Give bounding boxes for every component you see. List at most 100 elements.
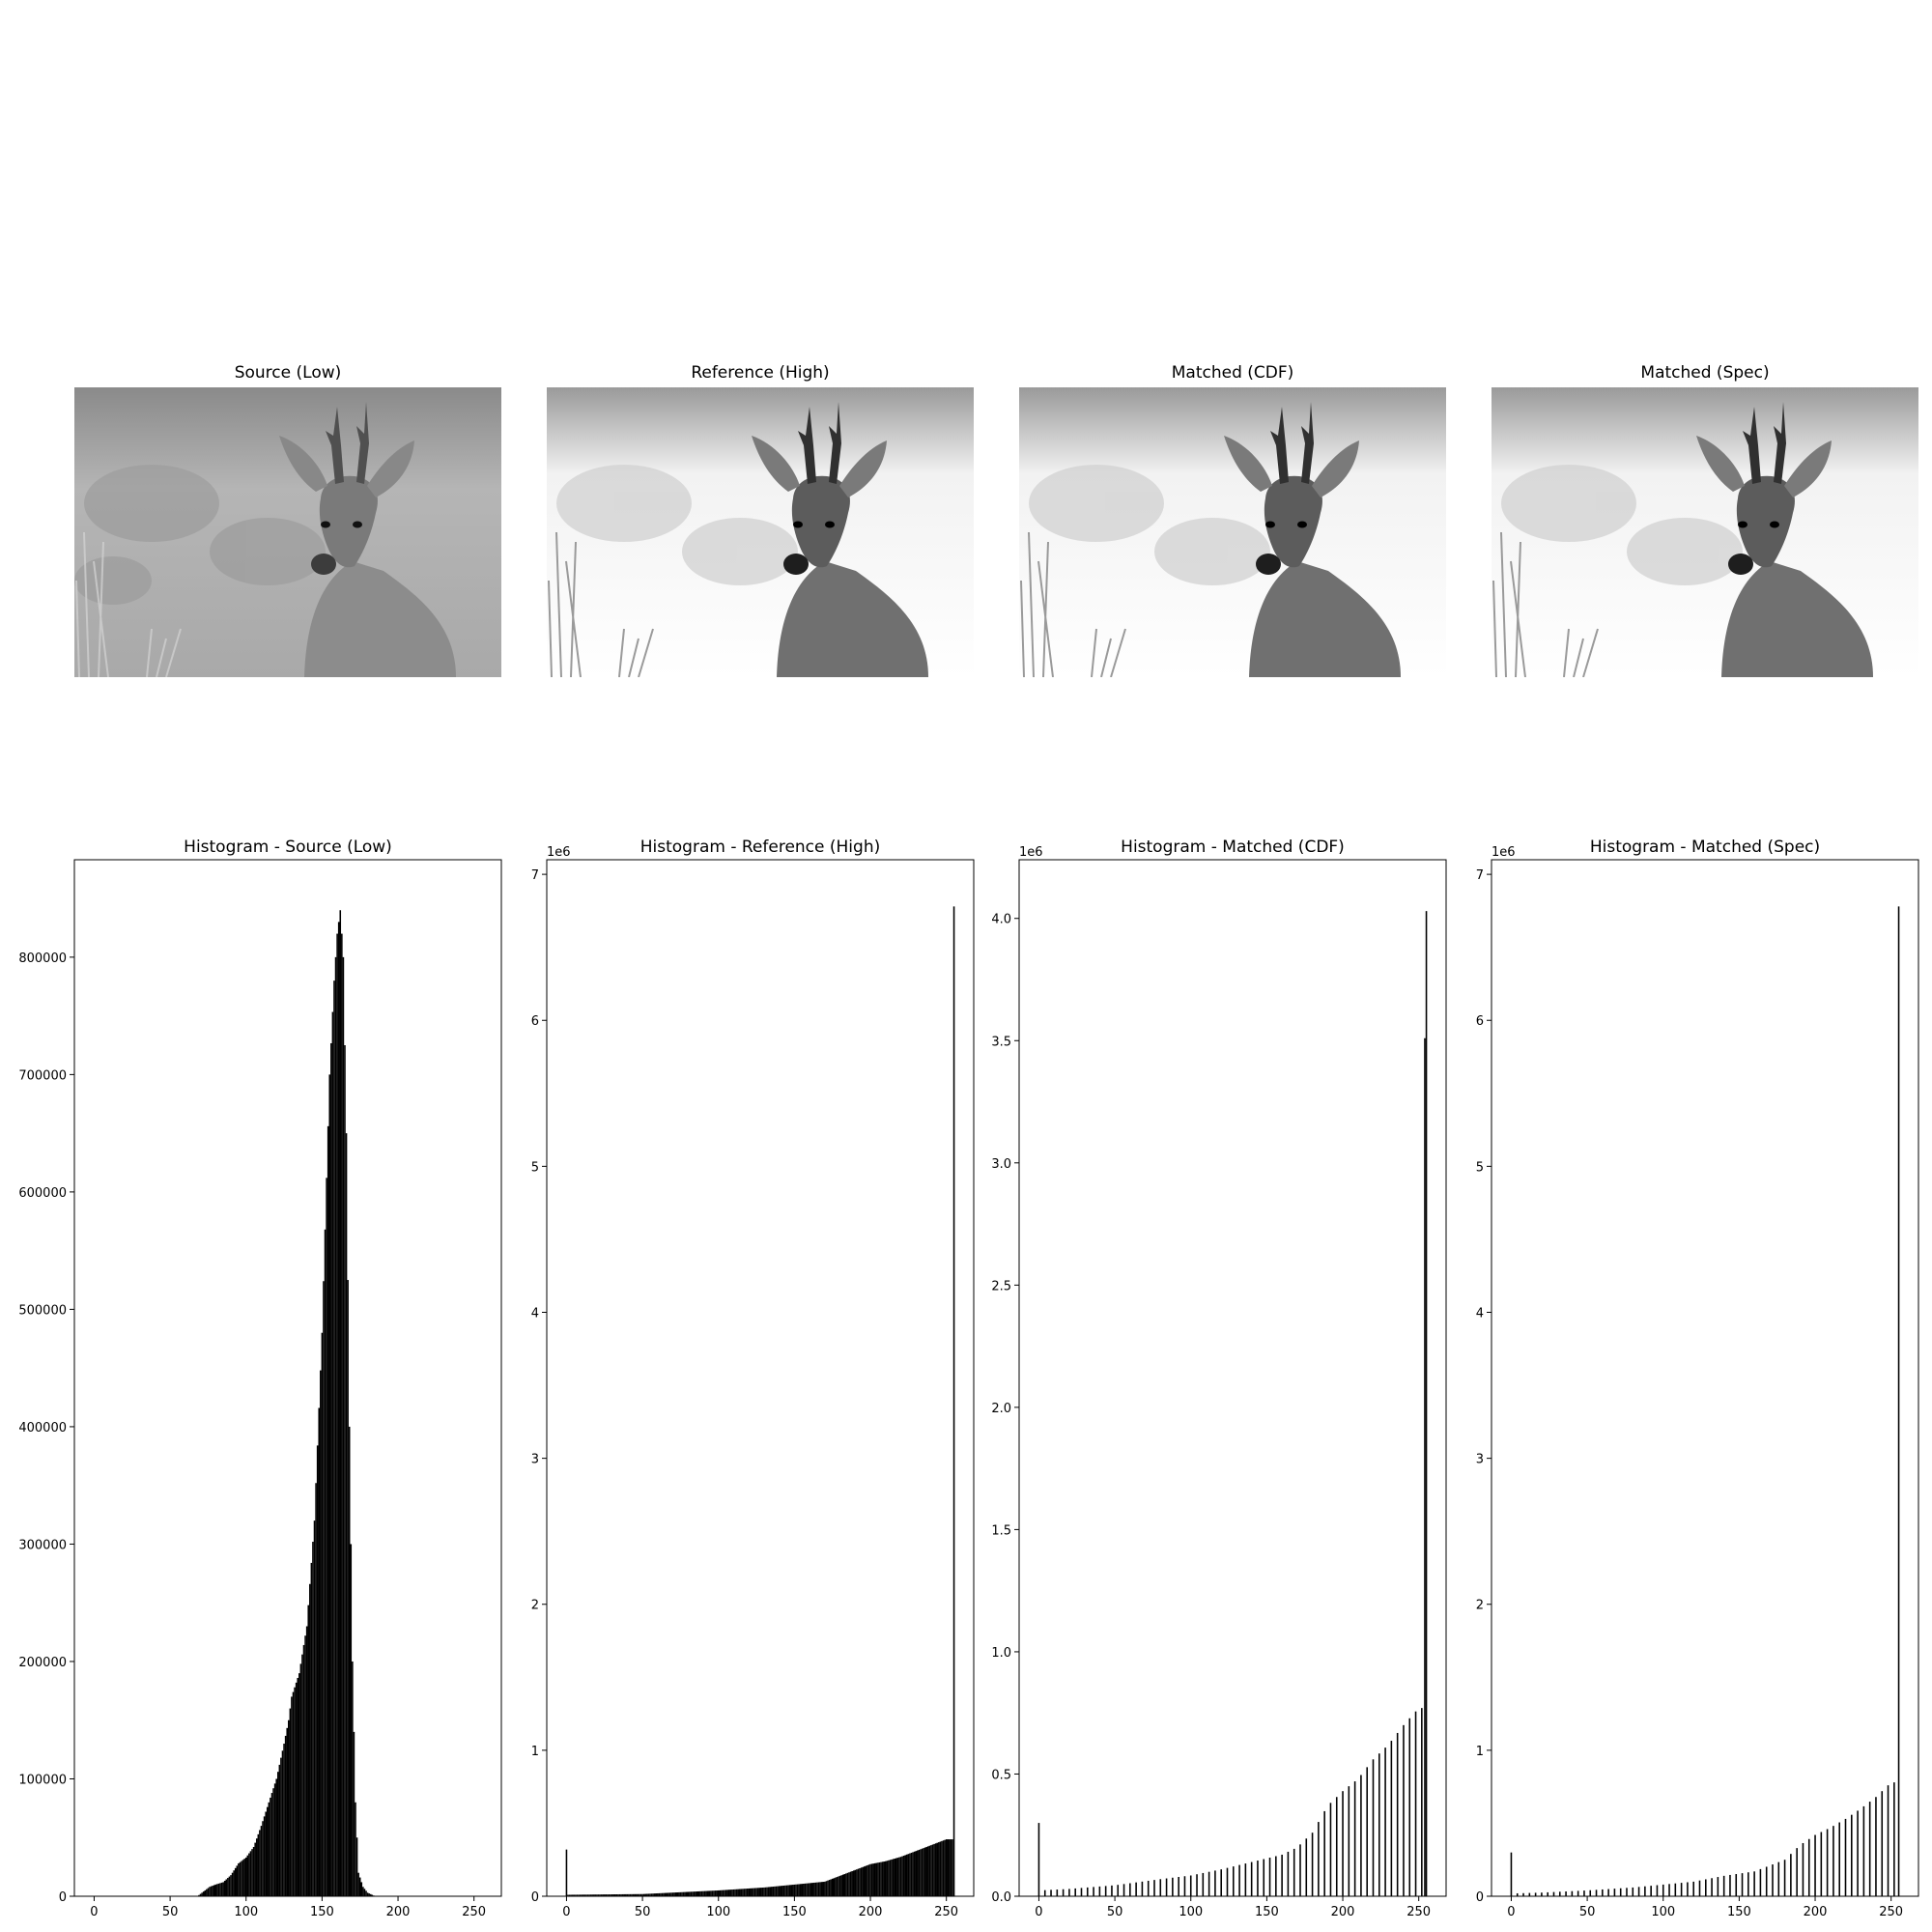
histogram-bar xyxy=(807,1883,810,1896)
histogram-bar xyxy=(790,1885,793,1896)
histogram-bar xyxy=(902,1855,905,1896)
histogram-bar xyxy=(246,1855,249,1896)
histogram-bar xyxy=(671,1892,674,1896)
histogram-bar xyxy=(320,1370,322,1896)
histogram-bar xyxy=(695,1891,696,1896)
histogram-bar xyxy=(328,1074,331,1896)
histogram-bar xyxy=(1565,1891,1567,1896)
histogram-bar xyxy=(816,1882,818,1896)
histogram-bar xyxy=(608,1894,611,1896)
histogram-bar xyxy=(1403,1724,1405,1896)
histogram-bar xyxy=(1717,1877,1719,1896)
histogram-bar xyxy=(706,1890,709,1896)
histogram-bar xyxy=(820,1882,823,1896)
histogram-bar xyxy=(692,1891,694,1896)
histogram-bar xyxy=(1644,1886,1646,1896)
histogram-bar xyxy=(225,1879,228,1896)
histogram-bar xyxy=(283,1744,285,1896)
histogram-bar xyxy=(872,1863,874,1896)
histogram-bar xyxy=(1613,1889,1616,1896)
histogram-bar xyxy=(1735,1874,1738,1896)
histogram-bar xyxy=(369,1893,372,1896)
histogram-bar xyxy=(1759,1868,1762,1896)
histogram-bar xyxy=(803,1884,805,1896)
histogram-bar xyxy=(347,1280,349,1896)
histogram-bar xyxy=(1257,1861,1259,1896)
histogram-bar xyxy=(1577,1890,1579,1896)
histogram-bar xyxy=(810,1883,812,1896)
histogram-bar xyxy=(763,1887,765,1896)
histogram-bar xyxy=(679,1891,682,1896)
histogram-bar xyxy=(273,1783,276,1896)
x-tick-label: 200 xyxy=(386,1905,411,1919)
histogram-bar xyxy=(313,1520,316,1896)
histogram-bar xyxy=(1353,1781,1356,1896)
histogram-bar xyxy=(760,1888,762,1896)
histogram-bar xyxy=(355,1802,356,1896)
histogram-bar xyxy=(639,1893,642,1896)
histogram-bar xyxy=(1881,1791,1884,1896)
histogram-bar xyxy=(262,1821,264,1896)
histogram-bar xyxy=(848,1872,850,1896)
histogram-bar xyxy=(769,1887,772,1896)
histogram-bars xyxy=(565,906,955,1896)
histogram-spike xyxy=(1897,906,1900,1896)
histogram-bar xyxy=(918,1849,921,1896)
histogram-bar xyxy=(696,1891,698,1896)
histogram-bar xyxy=(831,1878,834,1896)
histogram-bar xyxy=(1680,1883,1683,1896)
histogram-bar xyxy=(745,1889,747,1896)
histogram-bar xyxy=(862,1866,864,1896)
histogram-bar xyxy=(1802,1842,1804,1896)
histogram-bar xyxy=(661,1892,664,1896)
histogram-bar xyxy=(856,1869,858,1896)
histogram-bar xyxy=(722,1889,724,1896)
histogram-bar xyxy=(904,1855,907,1896)
histogram-bar xyxy=(249,1851,252,1896)
histogram-bar xyxy=(822,1882,825,1896)
image-title-reference: Reference (High) xyxy=(691,363,830,383)
histogram-bar xyxy=(288,1719,290,1896)
histogram-bar xyxy=(617,1893,619,1896)
histogram-bar xyxy=(206,1889,208,1896)
histogram-bar xyxy=(323,1281,325,1896)
x-tick-label: 100 xyxy=(1651,1905,1675,1919)
y-tick-label: 0 xyxy=(59,1890,67,1905)
histogram-bar xyxy=(1893,1782,1895,1896)
histogram-bar xyxy=(883,1861,885,1896)
histogram-bar xyxy=(342,956,345,1896)
histogram-bar xyxy=(216,1884,218,1896)
histogram-bar xyxy=(738,1889,741,1896)
histogram-bar xyxy=(576,1894,579,1896)
histogram-bar xyxy=(611,1894,613,1896)
x-tick-label: 100 xyxy=(706,1905,730,1919)
y-tick-label: 2 xyxy=(1476,1599,1484,1613)
histogram-bar xyxy=(1765,1866,1768,1896)
histogram-bar xyxy=(1772,1864,1774,1896)
histogram-bar xyxy=(910,1852,913,1896)
histogram-bar xyxy=(209,1887,211,1896)
histogram-spike xyxy=(1424,1037,1426,1896)
histogram-bar xyxy=(666,1892,668,1896)
histogram-bar xyxy=(753,1888,754,1896)
histogram-bar xyxy=(301,1654,303,1896)
histogram-bar xyxy=(895,1858,897,1896)
histogram-bar xyxy=(852,1870,855,1896)
histogram-bar xyxy=(798,1884,800,1896)
histogram-bar xyxy=(1208,1871,1210,1896)
histogram-bar xyxy=(252,1846,255,1896)
histogram-bar xyxy=(585,1894,587,1896)
histogram-bar xyxy=(214,1884,217,1896)
histogram-bar xyxy=(1571,1890,1574,1896)
y-tick-label: 500000 xyxy=(18,1303,67,1318)
histogram-bar xyxy=(582,1894,584,1896)
y-tick-label: 4 xyxy=(1476,1306,1484,1321)
histogram-bar xyxy=(658,1892,661,1896)
histogram-bar xyxy=(610,1894,611,1896)
histogram-bar xyxy=(1826,1829,1829,1896)
y-tick-label: 3.0 xyxy=(991,1157,1011,1172)
histogram-bar xyxy=(851,1871,853,1896)
histogram-bar xyxy=(846,1872,849,1896)
histogram-bar xyxy=(581,1894,582,1896)
histogram-bar xyxy=(1875,1797,1877,1896)
